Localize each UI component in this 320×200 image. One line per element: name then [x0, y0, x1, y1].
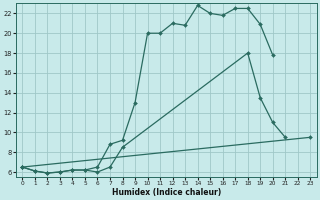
X-axis label: Humidex (Indice chaleur): Humidex (Indice chaleur): [112, 188, 221, 197]
